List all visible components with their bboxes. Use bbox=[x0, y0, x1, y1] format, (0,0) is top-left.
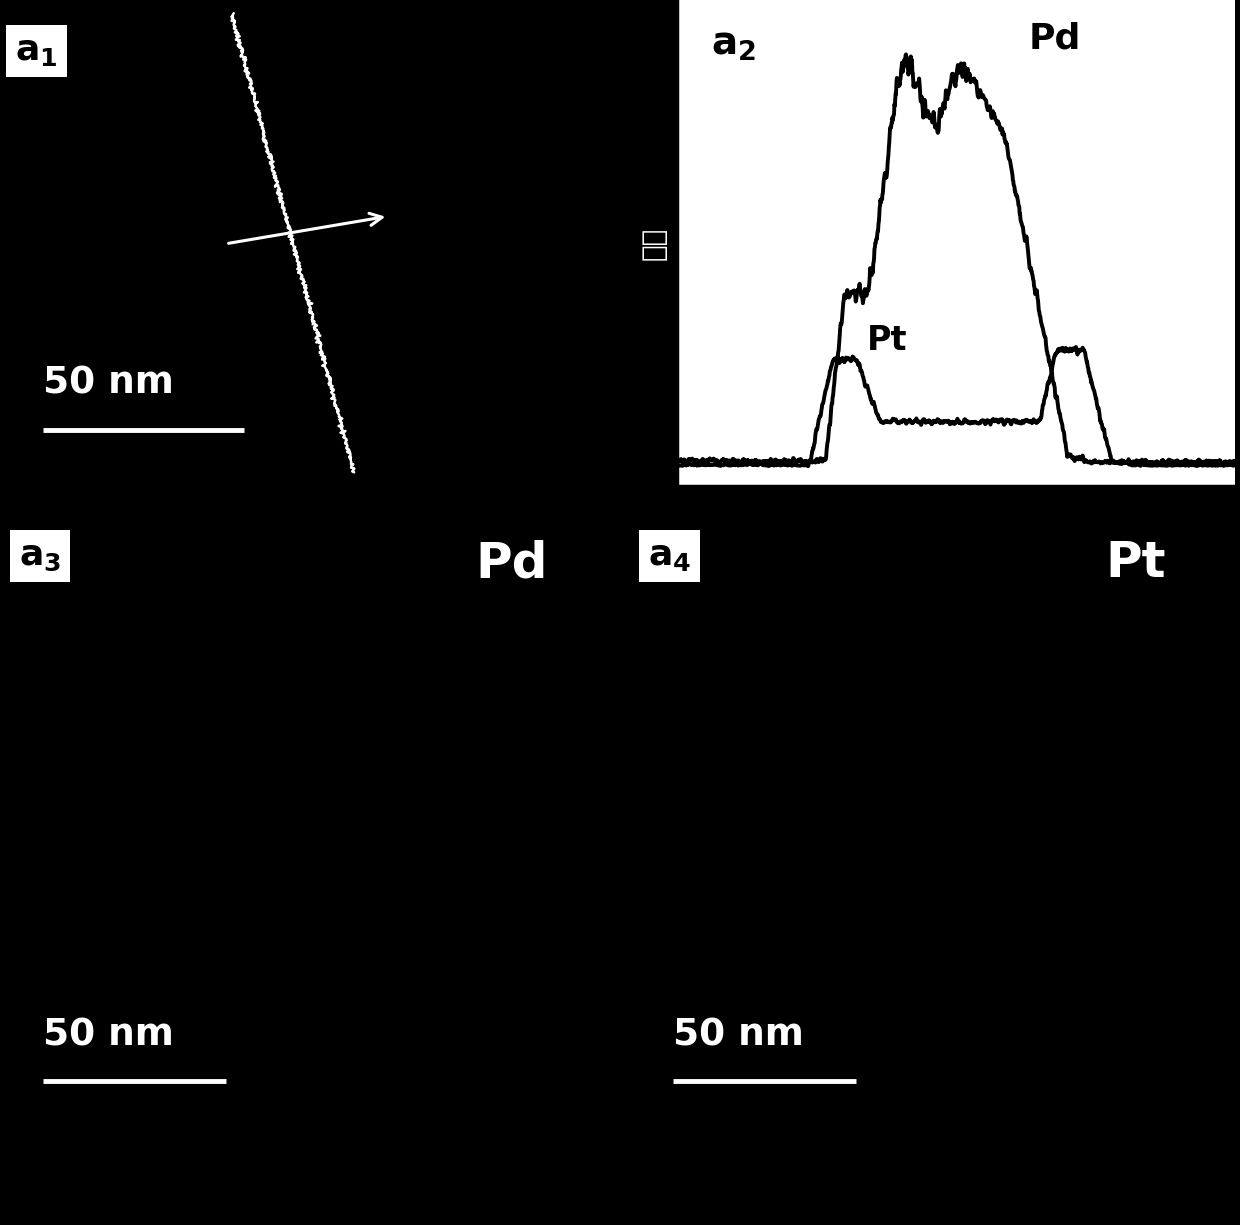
Text: 强度: 强度 bbox=[640, 227, 667, 260]
Text: $\mathbf{a_4}$: $\mathbf{a_4}$ bbox=[649, 539, 691, 573]
X-axis label: 半径/nm: 半径/nm bbox=[913, 523, 999, 550]
Text: 50 nm: 50 nm bbox=[672, 1018, 804, 1054]
Text: Pt: Pt bbox=[1106, 539, 1167, 588]
Text: 50 nm: 50 nm bbox=[42, 1018, 174, 1054]
Text: Pt: Pt bbox=[867, 325, 908, 358]
Text: Pd: Pd bbox=[1028, 22, 1081, 55]
Text: Pd: Pd bbox=[476, 539, 548, 588]
Text: $\mathbf{a_2}$: $\mathbf{a_2}$ bbox=[711, 24, 755, 62]
Text: $\mathbf{a_3}$: $\mathbf{a_3}$ bbox=[19, 539, 61, 573]
Text: 50 nm: 50 nm bbox=[42, 365, 174, 402]
Text: $\mathbf{a_1}$: $\mathbf{a_1}$ bbox=[15, 34, 58, 69]
